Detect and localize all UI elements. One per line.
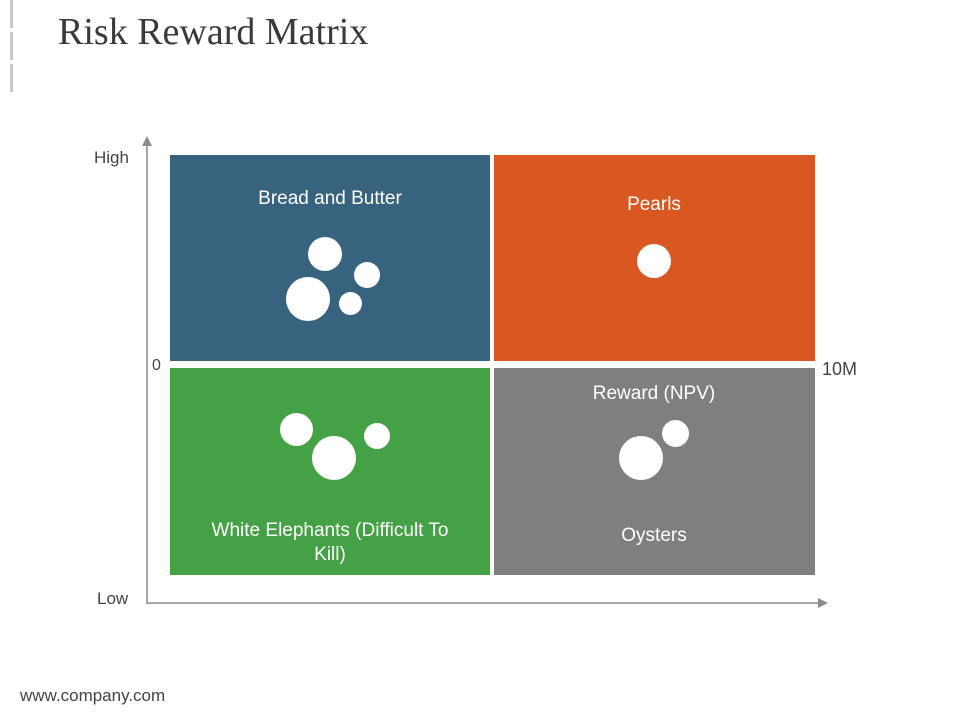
quadrant-bread-and-butter: Bread and Butter — [170, 155, 490, 361]
origin-label: 0 — [152, 357, 161, 374]
bubble — [619, 436, 663, 480]
bubble — [662, 420, 689, 447]
quadrant-label-white-elephants: White Elephants (Difficult To Kill) — [211, 520, 449, 565]
x-axis-max-label: 10M — [822, 359, 858, 379]
page-title: Risk Reward Matrix — [58, 11, 369, 53]
quadrant-label-oysters: Oysters — [621, 525, 687, 546]
x-axis-arrow — [818, 598, 828, 608]
bubble — [286, 277, 330, 321]
y-axis-title-line2: Technical Success — [118, 191, 135, 323]
bubble — [308, 237, 342, 271]
bubble — [364, 423, 390, 449]
bubble — [280, 413, 313, 446]
footer-url[interactable]: www.company.com — [20, 686, 166, 705]
quadrant-label-bread-and-butter: Bread and Butter — [258, 188, 402, 209]
y-axis-title: Probability of Technical Success — [94, 157, 137, 357]
y-axis-title-line1: Probability of — [96, 210, 114, 304]
bubble — [354, 262, 380, 288]
bubble — [637, 244, 671, 278]
y-axis-high-label: High — [94, 148, 129, 167]
bubble — [312, 436, 356, 480]
y-axis-arrow — [142, 136, 152, 146]
quadrant-label-pearls: Pearls — [627, 194, 681, 215]
slide-edge-decoration — [0, 0, 14, 95]
bubble — [339, 292, 362, 315]
quadrant-white-elephants: White Elephants (Difficult To Kill) — [170, 368, 490, 575]
quadrant-oysters: Reward (NPV) Oysters — [494, 368, 815, 575]
y-axis-low-label: Low — [97, 589, 129, 608]
quadrant-pearls: Pearls — [494, 155, 815, 361]
x-axis-title: Reward (NPV) — [592, 383, 716, 404]
